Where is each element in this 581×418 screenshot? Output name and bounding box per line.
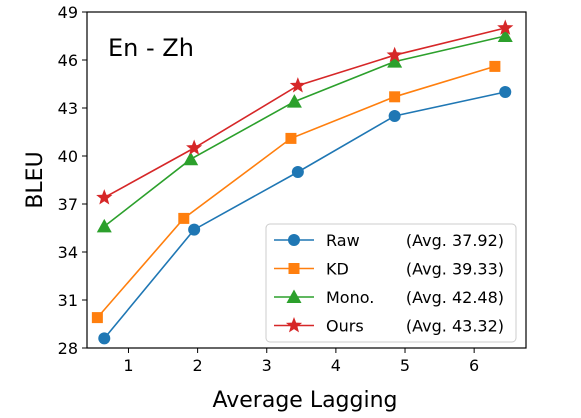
y-tick-label: 37: [58, 195, 78, 214]
series-mono: [96, 28, 513, 233]
y-tick-label: 34: [58, 243, 78, 262]
data-point-mono: [286, 94, 302, 108]
legend-label-kd: KD: [326, 260, 349, 279]
data-point-raw: [188, 223, 201, 236]
data-point-kd: [489, 60, 501, 72]
y-tick-label: 43: [58, 99, 78, 118]
legend-entries: Raw (Avg. 37.92) KD (Avg. 39.33) Mono. (Avg. …: [274, 231, 504, 336]
data-point-raw: [98, 332, 111, 345]
x-tick-label: 1: [123, 356, 133, 375]
plot-frame: [86, 11, 527, 349]
data-point-raw: [388, 110, 401, 122]
legend-entry-mono: Mono. (Avg. 42.48): [274, 288, 504, 307]
legend-entry-ours: Ours (Avg. 43.32): [274, 317, 504, 336]
legend-marker-mono: [286, 289, 302, 303]
y-tick-label: 49: [58, 3, 78, 22]
x-tick-label: 2: [193, 356, 203, 375]
data-point-ours: [186, 139, 203, 155]
data-point-raw: [499, 86, 512, 98]
series-layer: [91, 19, 514, 345]
data-point-kd: [91, 312, 103, 324]
legend: Raw (Avg. 37.92) KD (Avg. 39.33) Mono. (Avg. …: [265, 223, 517, 343]
data-point-ours: [386, 46, 403, 63]
legend-marker-ours: [285, 317, 303, 333]
y-tick-label: 31: [58, 291, 78, 310]
data-point-raw: [291, 166, 304, 178]
series-line-mono: [103, 35, 506, 228]
legend-entry-kd: KD (Avg. 39.33): [274, 260, 504, 279]
y-axis-ticks: 28 31 34 37 40 43 46 49: [58, 3, 87, 358]
data-point-kd: [285, 132, 297, 144]
y-tick-label: 46: [58, 51, 78, 70]
data-point-kd: [178, 212, 190, 224]
y-axis-label: BLEU: [23, 151, 48, 208]
series-ours: [96, 19, 514, 205]
x-axis-ticks: 1 2 3 4 5 6: [123, 348, 479, 375]
legend-label-raw: Raw: [326, 231, 360, 250]
data-point-ours: [96, 189, 113, 205]
series-raw: [98, 86, 512, 345]
data-point-kd: [389, 91, 401, 103]
y-tick-label: 28: [58, 339, 78, 358]
x-tick-label: 6: [469, 356, 479, 375]
x-tick-label: 5: [400, 356, 410, 375]
legend-avg-kd: (Avg. 39.33): [406, 260, 504, 279]
x-axis-label: Average Lagging: [212, 388, 397, 413]
data-point-ours: [289, 77, 306, 93]
legend-entry-raw: Raw (Avg. 37.92): [274, 231, 504, 250]
legend-label-ours: Ours: [326, 317, 364, 336]
data-point-mono: [183, 151, 199, 166]
legend-avg-raw: (Avg. 37.92): [406, 231, 504, 250]
plot-area: [86, 11, 527, 349]
data-point-ours: [497, 19, 514, 35]
legend-avg-ours: (Avg. 43.32): [406, 317, 504, 336]
data-point-mono: [96, 218, 112, 233]
series-kd: [91, 60, 501, 324]
legend-avg-mono: (Avg. 42.48): [406, 288, 504, 307]
data-point-mono: [387, 54, 403, 68]
x-tick-label: 4: [331, 356, 341, 375]
data-point-mono: [497, 28, 513, 42]
legend-marker-raw: [288, 234, 300, 246]
chart-annotation: En - Zh: [108, 34, 194, 62]
legend-marker-kd: [288, 263, 300, 274]
legend-label-mono: Mono.: [326, 288, 374, 307]
y-tick-label: 40: [58, 147, 78, 166]
legend-box: [265, 223, 517, 343]
x-tick-label: 3: [262, 356, 272, 375]
